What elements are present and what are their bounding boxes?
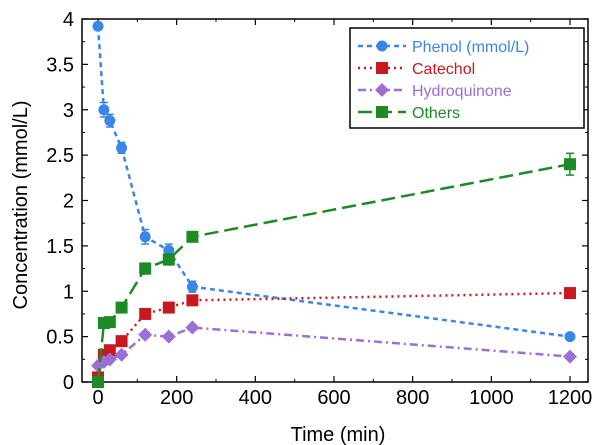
series-phenol xyxy=(92,20,576,343)
x-tick-label: 200 xyxy=(160,387,193,409)
data-point xyxy=(162,253,175,266)
data-point xyxy=(138,327,153,342)
data-point xyxy=(102,352,117,367)
series-layer xyxy=(91,20,577,388)
data-point xyxy=(563,349,577,364)
data-point xyxy=(114,347,129,362)
data-point xyxy=(564,331,576,343)
legend-marker xyxy=(375,83,389,97)
x-axis-title: Time (min) xyxy=(291,424,386,445)
series-others xyxy=(92,152,576,388)
data-point xyxy=(564,287,576,300)
y-tick-label: 0 xyxy=(63,372,74,394)
y-tick-label: 2 xyxy=(63,191,74,213)
data-point xyxy=(139,231,151,243)
y-tick-label: 4 xyxy=(63,9,74,31)
legend: Phenol (mmol/L) Catechol Hydroquinone Other… xyxy=(349,27,585,129)
data-point xyxy=(186,281,198,293)
x-tick-label: 0 xyxy=(92,387,103,409)
x-tick-label: 1200 xyxy=(548,387,593,409)
data-point xyxy=(103,316,116,329)
data-point xyxy=(139,262,152,275)
legend-label: Others xyxy=(412,105,460,122)
y-tick-label: 1.5 xyxy=(46,236,74,258)
x-tick-label: 800 xyxy=(396,387,429,409)
series-hydroquinone xyxy=(91,320,577,373)
y-tick-label: 2.5 xyxy=(46,145,74,167)
x-tick-label: 400 xyxy=(239,387,272,409)
data-point xyxy=(104,115,116,127)
y-tick-label: 3.5 xyxy=(46,54,74,76)
data-point xyxy=(115,301,128,314)
data-point xyxy=(139,307,152,320)
series-line xyxy=(96,162,571,383)
x-axis: 0 200 400 600 800 1000 1200 xyxy=(92,19,592,409)
legend-marker xyxy=(376,40,388,52)
data-point xyxy=(162,301,175,314)
legend-marker xyxy=(376,106,388,118)
y-axis: 0 0.5 1 1.5 2 2.5 3 3.5 4 xyxy=(46,9,588,394)
y-axis-title: Concentration (mmol/L) xyxy=(10,101,32,310)
data-point xyxy=(185,320,200,335)
data-point xyxy=(92,376,104,388)
data-point xyxy=(103,344,116,357)
x-tick-label: 1000 xyxy=(469,387,514,409)
data-point xyxy=(186,294,199,307)
data-point xyxy=(116,142,128,154)
y-tick-label: 0.5 xyxy=(46,327,74,349)
data-point xyxy=(186,230,199,243)
legend-label: Phenol (mmol/L) xyxy=(412,39,529,56)
data-point xyxy=(98,104,110,116)
legend-label: Hydroquinone xyxy=(412,83,512,100)
legend-label: Catechol xyxy=(412,61,475,78)
y-tick-label: 3 xyxy=(63,100,74,122)
legend-marker xyxy=(376,62,388,74)
data-point xyxy=(161,329,176,344)
series-line xyxy=(97,326,571,367)
x-tick-label: 600 xyxy=(317,387,350,409)
data-point xyxy=(163,244,175,256)
data-point xyxy=(564,158,576,171)
data-point xyxy=(115,335,128,348)
data-point xyxy=(92,20,104,32)
y-tick-label: 1 xyxy=(63,281,74,303)
